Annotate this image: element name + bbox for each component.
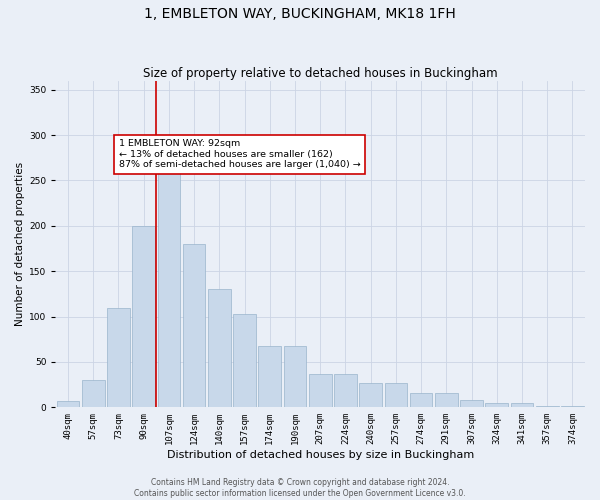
Y-axis label: Number of detached properties: Number of detached properties: [15, 162, 25, 326]
Bar: [359, 383, 382, 407]
X-axis label: Distribution of detached houses by size in Buckingham: Distribution of detached houses by size …: [167, 450, 474, 460]
Bar: [561, 406, 584, 407]
Bar: [485, 403, 508, 407]
Bar: [284, 346, 307, 408]
Bar: [410, 393, 433, 407]
Bar: [158, 140, 180, 407]
Bar: [82, 380, 104, 407]
Bar: [309, 374, 332, 408]
Text: 1 EMBLETON WAY: 92sqm
← 13% of detached houses are smaller (162)
87% of semi-det: 1 EMBLETON WAY: 92sqm ← 13% of detached …: [119, 140, 361, 170]
Bar: [511, 403, 533, 407]
Bar: [233, 314, 256, 408]
Bar: [133, 226, 155, 408]
Bar: [183, 244, 205, 408]
Bar: [460, 400, 483, 407]
Bar: [57, 401, 79, 407]
Bar: [536, 406, 559, 407]
Bar: [334, 374, 357, 408]
Bar: [435, 393, 458, 407]
Bar: [107, 308, 130, 408]
Bar: [385, 383, 407, 407]
Bar: [208, 290, 231, 408]
Title: Size of property relative to detached houses in Buckingham: Size of property relative to detached ho…: [143, 66, 497, 80]
Text: Contains HM Land Registry data © Crown copyright and database right 2024.
Contai: Contains HM Land Registry data © Crown c…: [134, 478, 466, 498]
Bar: [259, 346, 281, 408]
Text: 1, EMBLETON WAY, BUCKINGHAM, MK18 1FH: 1, EMBLETON WAY, BUCKINGHAM, MK18 1FH: [144, 8, 456, 22]
